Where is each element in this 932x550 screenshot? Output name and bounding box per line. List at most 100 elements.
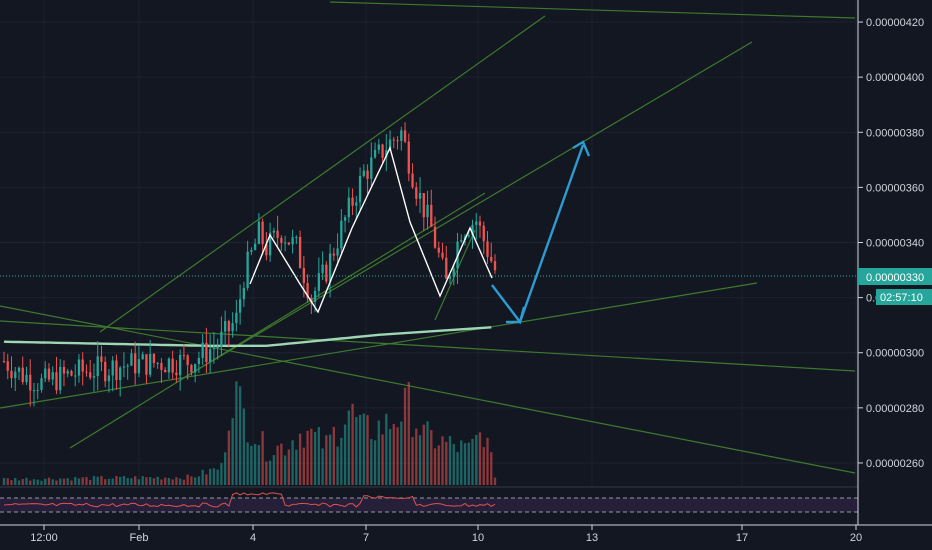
candle-up[interactable] (242, 281, 246, 307)
candle-down[interactable] (310, 294, 313, 314)
candle-up[interactable] (358, 167, 362, 212)
candle-up[interactable] (216, 338, 219, 360)
candle-down[interactable] (287, 242, 291, 246)
candle-down[interactable] (70, 369, 73, 377)
candle-up[interactable] (179, 349, 182, 391)
forecast-arrow[interactable] (491, 140, 591, 325)
candle-down[interactable] (478, 215, 482, 238)
candle-up[interactable] (452, 264, 455, 286)
candle-down[interactable] (433, 216, 437, 249)
last-price-tag[interactable]: 0.00000330 02:57:10 (858, 268, 932, 305)
trendline-support-rising[interactable] (0, 282, 758, 409)
candle-down[interactable] (265, 231, 268, 261)
trendline-descending-steep[interactable] (0, 305, 856, 474)
candle-up[interactable] (193, 363, 197, 383)
candle-down[interactable] (134, 341, 137, 385)
candle-down[interactable] (407, 133, 410, 182)
candle-up[interactable] (156, 361, 159, 369)
candle-up[interactable] (253, 238, 257, 251)
candle-up[interactable] (231, 312, 234, 338)
candle-up[interactable] (208, 334, 212, 374)
candle-up[interactable] (149, 339, 152, 378)
candle-down[interactable] (29, 359, 32, 407)
candle-down[interactable] (351, 188, 354, 216)
candle-up[interactable] (426, 190, 429, 230)
candle-down[interactable] (47, 363, 51, 383)
candle-down[interactable] (430, 189, 433, 228)
candle-up[interactable] (268, 222, 272, 262)
candle-down[interactable] (415, 182, 418, 206)
candle-down[interactable] (182, 344, 186, 360)
candle-up[interactable] (77, 354, 81, 383)
candle-down[interactable] (104, 356, 107, 388)
candle-up[interactable] (377, 138, 380, 154)
trendline-top-horizontal[interactable] (329, 1, 856, 19)
candle-down[interactable] (486, 231, 489, 265)
candle-down[interactable] (325, 261, 328, 284)
candle-up[interactable] (321, 251, 324, 280)
candle-down[interactable] (89, 359, 92, 380)
candle-down[interactable] (403, 122, 407, 144)
candle-up[interactable] (25, 366, 28, 385)
candle-down[interactable] (85, 364, 88, 377)
candle-up[interactable] (167, 357, 171, 379)
forecast-arrow-path[interactable] (491, 144, 585, 325)
candle-up[interactable] (111, 356, 114, 392)
zigzag-line[interactable] (249, 145, 493, 314)
candle-up[interactable] (96, 341, 99, 391)
candle-down[interactable] (171, 350, 174, 380)
candle-up[interactable] (283, 235, 287, 252)
candle-up[interactable] (317, 257, 320, 298)
candle-down[interactable] (306, 274, 309, 303)
candle-down[interactable] (81, 352, 84, 386)
candle-down[interactable] (411, 163, 414, 189)
candle-up[interactable] (246, 240, 249, 291)
candle-up[interactable] (355, 195, 358, 220)
candle-down[interactable] (205, 327, 208, 373)
candle-up[interactable] (44, 361, 47, 383)
candle-up[interactable] (373, 142, 377, 159)
zigzag-pattern[interactable] (249, 145, 493, 314)
candle-down[interactable] (175, 360, 178, 383)
candle-down[interactable] (227, 319, 231, 348)
candle-down[interactable] (490, 242, 493, 263)
candle-down[interactable] (6, 353, 9, 380)
candle-up[interactable] (130, 349, 133, 367)
candle-up[interactable] (74, 364, 77, 387)
candle-up[interactable] (238, 284, 242, 325)
candle-up[interactable] (59, 359, 62, 395)
candle-up[interactable] (400, 126, 403, 151)
candle-up[interactable] (448, 275, 452, 285)
candle-down[interactable] (100, 345, 103, 372)
candle-up[interactable] (17, 366, 21, 380)
candle-up[interactable] (418, 177, 422, 214)
candle-down[interactable] (482, 221, 485, 255)
candle-up[interactable] (141, 351, 144, 360)
candle-up[interactable] (343, 215, 347, 233)
candle-up[interactable] (36, 383, 39, 400)
candle-up[interactable] (126, 363, 129, 380)
candle-up[interactable] (385, 134, 388, 172)
candle-down[interactable] (280, 235, 283, 251)
candle-down[interactable] (366, 164, 369, 195)
candle-up[interactable] (340, 209, 343, 254)
candle-up[interactable] (347, 187, 350, 223)
candle-down[interactable] (276, 215, 279, 248)
candle-up[interactable] (107, 368, 111, 393)
candle-down[interactable] (445, 245, 448, 280)
trendline-descending-flat[interactable] (0, 320, 856, 372)
candle-down[interactable] (298, 230, 302, 269)
candle-down[interactable] (332, 247, 335, 261)
candle-down[interactable] (493, 254, 497, 274)
candle-up[interactable] (291, 229, 294, 254)
trendline-channel-upper[interactable] (99, 15, 546, 333)
candle-up[interactable] (460, 234, 463, 243)
candle-up[interactable] (92, 363, 96, 392)
candle-up[interactable] (66, 368, 69, 378)
candle-up[interactable] (137, 344, 141, 378)
candle-down[interactable] (422, 192, 425, 232)
candle-up[interactable] (370, 142, 373, 187)
candle-up[interactable] (475, 213, 478, 240)
candle-down[interactable] (21, 356, 24, 385)
trendline-short[interactable] (434, 229, 476, 321)
